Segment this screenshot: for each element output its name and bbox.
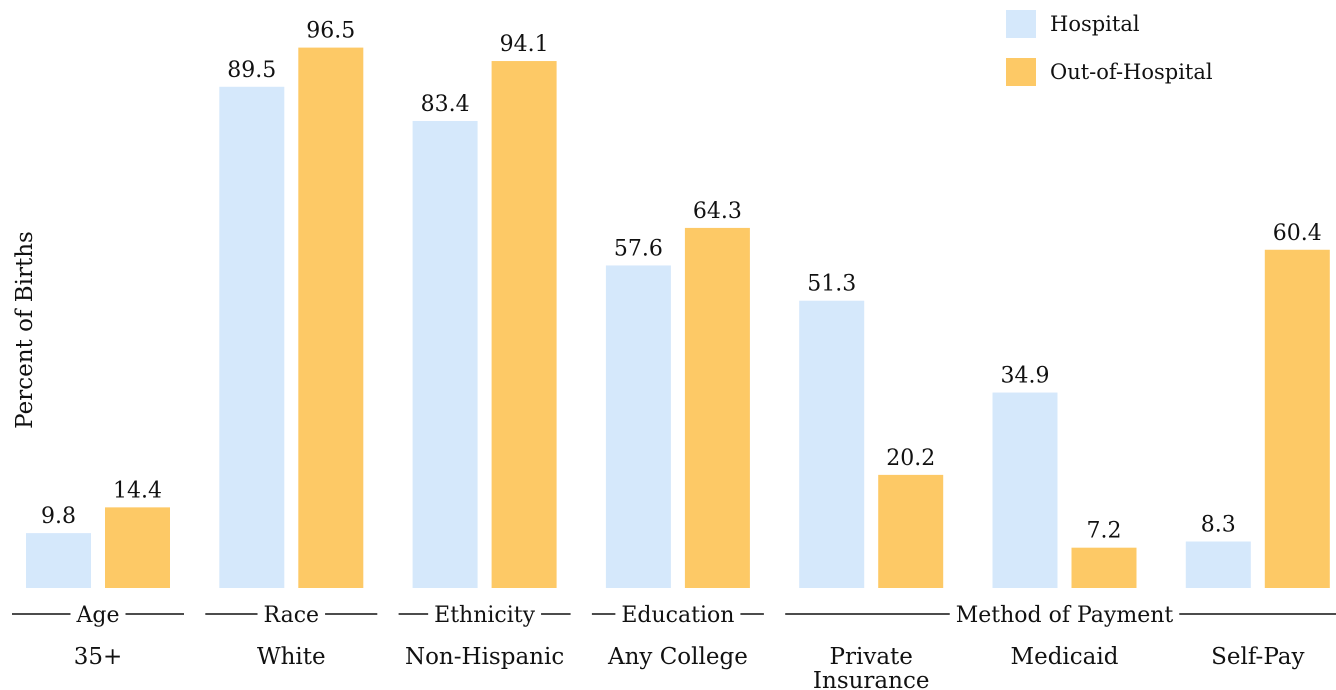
bar-hospital-7	[1185, 541, 1251, 588]
group-label-2: Race	[264, 603, 320, 628]
group-labels-layer: Age Race Ethnicity Education Method of Payme…	[12, 603, 1336, 628]
bar-out-of-hospital-2	[298, 47, 364, 589]
legend-swatch-out-of-hospital	[1006, 58, 1036, 86]
bar-hospital-3	[412, 120, 478, 589]
bar-hospital-4	[605, 265, 671, 588]
y-axis-label: Percent of Births	[12, 231, 38, 429]
value-label-hospital-6: 34.9	[1001, 364, 1050, 389]
value-labels-layer: 9.8 14.4 89.5 96.5 83.4 94.1 57.6 64.3 51.3 20.2 3…	[41, 19, 1322, 544]
value-label-out-of-hospital-1: 14.4	[113, 478, 162, 503]
category-label-4: Any College	[607, 644, 748, 670]
group-label-3: Ethnicity	[434, 603, 535, 628]
value-label-out-of-hospital-7: 60.4	[1273, 221, 1322, 246]
bar-out-of-hospital-6	[1071, 547, 1137, 588]
value-label-hospital-1: 9.8	[41, 504, 76, 529]
group-label-1: Age	[76, 603, 120, 628]
bar-hospital-1	[26, 533, 91, 588]
category-label-1: 35+	[74, 644, 123, 670]
value-label-hospital-7: 8.3	[1201, 513, 1236, 538]
value-label-out-of-hospital-4: 64.3	[693, 199, 742, 224]
value-label-hospital-5: 51.3	[807, 272, 856, 297]
category-labels-layer: 35+ White Non-Hispanic Any College Private In…	[74, 644, 1305, 690]
group-label-5: Method of Payment	[956, 603, 1174, 628]
legend: Hospital Out-of-Hospital	[1006, 10, 1213, 86]
value-label-hospital-3: 83.4	[421, 92, 470, 117]
value-label-hospital-2: 89.5	[227, 58, 276, 83]
category-label-3: Non-Hispanic	[405, 644, 564, 670]
category-label-2: White	[257, 644, 326, 670]
bar-out-of-hospital-3	[491, 61, 557, 589]
bars-layer	[26, 47, 1330, 589]
value-label-out-of-hospital-3: 94.1	[500, 32, 549, 57]
legend-label-hospital: Hospital	[1050, 12, 1140, 36]
value-label-out-of-hospital-5: 20.2	[886, 446, 935, 471]
legend-swatch-hospital	[1006, 10, 1036, 38]
bar-out-of-hospital-5	[878, 474, 944, 588]
value-label-hospital-4: 57.6	[614, 236, 663, 261]
category-label-6: Medicaid	[1011, 644, 1119, 670]
bar-out-of-hospital-4	[684, 227, 750, 589]
group-label-4: Education	[621, 603, 734, 628]
category-label-5: Private Insurance	[813, 644, 930, 690]
bar-out-of-hospital-1	[105, 507, 170, 588]
value-label-out-of-hospital-6: 7.2	[1087, 519, 1122, 544]
value-label-out-of-hospital-2: 96.5	[306, 19, 355, 44]
bar-hospital-6	[992, 392, 1058, 588]
legend-label-out-of-hospital: Out-of-Hospital	[1050, 60, 1213, 84]
bar-hospital-2	[219, 86, 285, 589]
bar-hospital-5	[799, 300, 865, 588]
bar-out-of-hospital-7	[1264, 249, 1330, 588]
category-label-7: Self-Pay	[1211, 644, 1304, 670]
